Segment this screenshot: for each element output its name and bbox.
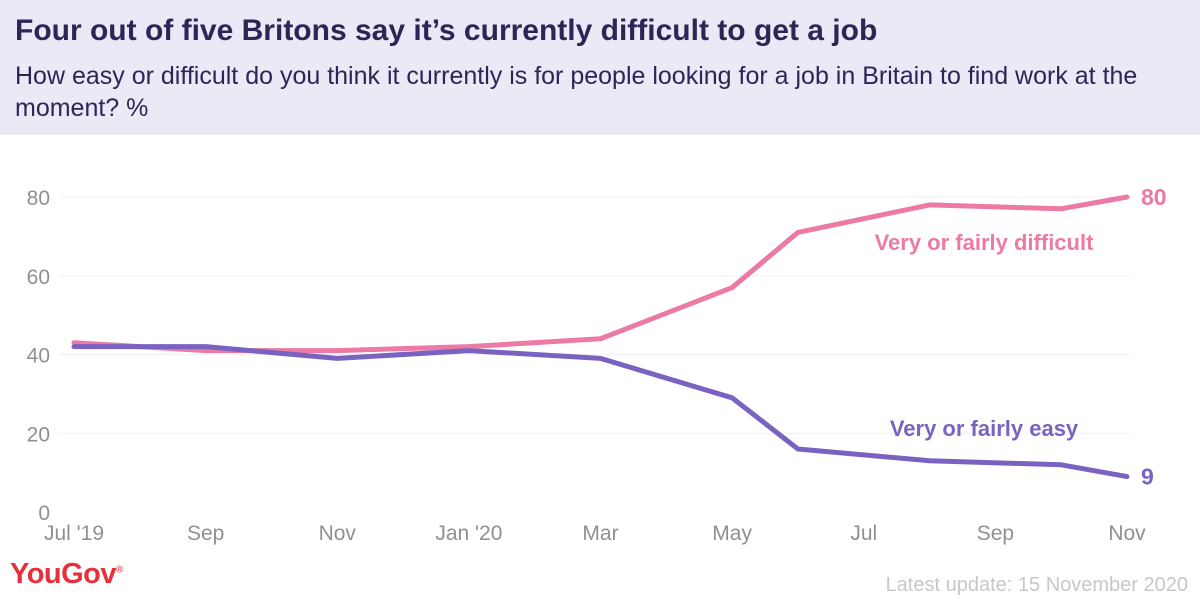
yougov-logo: YouGov® [10,558,123,591]
y-axis-ticks: 0 20 40 60 80 [27,187,50,525]
latest-update-note: Latest update: 15 November 2020 [885,574,1188,596]
y-tick-label: 20 [27,423,50,446]
series-label: Very or fairly difficult [875,230,1095,255]
y-tick-label: 0 [38,502,50,525]
x-tick-label: Sep [187,522,224,545]
end-value-label: 80 [1141,184,1167,210]
series-label: Very or fairly easy [890,416,1079,441]
x-tick-label: Nov [1108,522,1146,545]
x-tick-label: Jul '19 [44,522,104,545]
chart-header: Four out of five Britons say it’s curren… [0,0,1200,135]
chart-subtitle: How easy or difficult do you think it cu… [15,62,1138,122]
x-tick-label: Jan '20 [435,522,502,545]
series-line-easy [71,344,1130,480]
x-tick-label: Sep [977,522,1014,545]
x-tick-label: Jul [850,522,877,545]
line-chart: 0 20 40 60 80 Jul '19 Sep Nov Jan '20 Mar May Jul S… [27,184,1167,545]
x-tick-label: Nov [319,522,357,545]
y-tick-label: 80 [27,187,50,210]
logo-text: YouGov [10,558,117,590]
y-tick-label: 60 [27,266,50,289]
logo-registered-mark: ® [116,564,123,576]
x-tick-label: May [712,522,752,545]
gridlines [60,196,1130,434]
series-lines [71,194,1130,480]
x-axis-ticks: Jul '19 Sep Nov Jan '20 Mar May Jul Sep Nov [44,522,1146,545]
x-tick-label: Mar [582,522,618,545]
series-line-difficult [71,194,1130,354]
chart-title: Four out of five Britons say it’s curren… [15,14,878,47]
series-labels: Very or fairly difficult 80 Very or fairly… [875,184,1167,490]
y-tick-label: 40 [27,345,50,368]
end-value-label: 9 [1141,464,1154,490]
